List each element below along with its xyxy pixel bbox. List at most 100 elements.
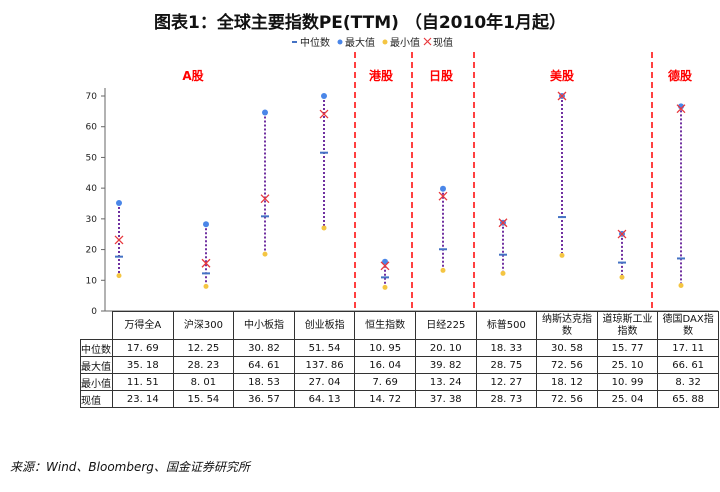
table-cell: 15. 54 xyxy=(172,390,235,408)
row-label: 最小值 xyxy=(80,373,113,391)
table-cell: 72. 56 xyxy=(536,356,598,374)
table-row: 最小值 11. 51 8. 01 18. 53 27. 04 7. 69 13. 24 12.… xyxy=(80,373,719,391)
min-point xyxy=(678,282,684,288)
current-point xyxy=(498,218,508,228)
category-label: 创业板指 xyxy=(293,311,356,340)
min-point xyxy=(440,267,446,273)
table-cell: 13. 24 xyxy=(414,373,477,391)
current-point xyxy=(617,229,627,239)
category-label: 日经225 xyxy=(414,311,477,340)
y-tick-label: 70 xyxy=(86,92,98,102)
group-label: 日股 xyxy=(429,68,454,83)
group-label: 美股 xyxy=(550,68,575,83)
table-cell: 20. 10 xyxy=(414,339,477,357)
table-cell: 64. 13 xyxy=(293,390,356,408)
table-cell: 12. 25 xyxy=(172,339,235,357)
y-tick-label: 50 xyxy=(86,153,98,163)
current-point xyxy=(260,194,270,204)
current-point xyxy=(201,258,211,268)
y-tick-label: 20 xyxy=(86,246,98,256)
group-label: A股 xyxy=(182,68,204,83)
table-cell: 16. 04 xyxy=(354,356,416,374)
current-point xyxy=(438,191,448,201)
category-label: 德国DAX指数 xyxy=(657,311,719,340)
legend-label: 现值 xyxy=(433,36,453,49)
legend-min-icon xyxy=(382,39,388,45)
current-point xyxy=(114,235,124,245)
max-point xyxy=(382,258,388,265)
legend-max-icon xyxy=(337,39,343,45)
min-point xyxy=(262,251,268,257)
table-row: 中位数 17. 69 12. 25 30. 82 51. 54 10. 95 20. 10 1… xyxy=(80,339,719,357)
table-cell: 28. 23 xyxy=(172,356,235,374)
table-cell: 35. 18 xyxy=(112,356,174,374)
category-label: 标普500 xyxy=(475,311,538,340)
table-row: 最大值 35. 18 28. 23 64. 61 137. 86 16. 04 39. 82… xyxy=(80,356,719,374)
category-label: 沪深300 xyxy=(172,311,235,340)
table-cell: 17. 11 xyxy=(657,339,719,357)
y-tick-label: 40 xyxy=(86,184,98,194)
min-point xyxy=(559,252,565,258)
min-point xyxy=(116,273,122,279)
chart-title: 图表1：全球主要指数PE(TTM) （自2010年1月起） xyxy=(153,13,566,33)
table-cell: 37. 38 xyxy=(414,390,477,408)
min-point xyxy=(382,284,388,290)
current-point xyxy=(557,91,567,101)
max-point xyxy=(116,199,122,206)
legend-label: 最大值 xyxy=(345,36,375,49)
table-cell: 18. 53 xyxy=(233,373,295,391)
min-point xyxy=(203,283,209,289)
table-row: 现值 23. 14 15. 54 36. 57 64. 13 14. 72 37. 38 28… xyxy=(80,390,719,408)
table-cell: 66. 61 xyxy=(657,356,719,374)
table-cell: 10. 99 xyxy=(596,373,659,391)
table-header-row: 万得全A 沪深300 中小板指 创业板指 恒生指数 日经225 标普500 纳斯达克指数 道琼斯… xyxy=(80,311,719,340)
table-cell: 28. 75 xyxy=(475,356,538,374)
category-label: 纳斯达克指数 xyxy=(536,311,598,340)
legend-label: 中位数 xyxy=(300,36,330,49)
table-cell: 30. 58 xyxy=(536,339,598,357)
legend-label: 最小值 xyxy=(390,36,420,49)
table-cell: 12. 27 xyxy=(475,373,538,391)
min-point xyxy=(500,270,506,276)
table-cell: 18. 33 xyxy=(475,339,538,357)
table-cell: 65. 88 xyxy=(657,390,719,408)
table-cell: 51. 54 xyxy=(293,339,356,357)
y-tick-label: 30 xyxy=(86,215,98,225)
current-point xyxy=(380,261,390,271)
data-table: 万得全A 沪深300 中小板指 创业板指 恒生指数 日经225 标普500 纳斯达克指数 道琼斯… xyxy=(80,311,719,408)
legend-current-icon xyxy=(423,37,432,46)
row-label: 现值 xyxy=(80,390,113,408)
table-cell: 17. 69 xyxy=(112,339,174,357)
max-point xyxy=(262,109,268,116)
table-cell: 39. 82 xyxy=(414,356,477,374)
table-cell: 30. 82 xyxy=(233,339,295,357)
table-cell: 11. 51 xyxy=(112,373,174,391)
group-label: 港股 xyxy=(369,68,394,83)
max-point xyxy=(203,221,209,228)
min-point xyxy=(321,225,327,231)
table-cell: 8. 32 xyxy=(657,373,719,391)
table-cell: 27. 04 xyxy=(293,373,356,391)
row-label: 最大值 xyxy=(80,356,113,374)
table-cell: 25. 04 xyxy=(596,390,659,408)
table-cell: 15. 77 xyxy=(596,339,659,357)
category-label: 万得全A xyxy=(112,311,174,340)
table-cell: 36. 57 xyxy=(233,390,295,408)
category-label: 道琼斯工业指数 xyxy=(596,311,659,340)
current-point xyxy=(676,104,686,114)
category-label: 中小板指 xyxy=(233,311,295,340)
category-label: 恒生指数 xyxy=(354,311,416,340)
table-cell: 25. 10 xyxy=(596,356,659,374)
source-note: 来源：Wind、Bloomberg、国金证券研究所 xyxy=(10,460,250,474)
table-cell: 72. 56 xyxy=(536,390,598,408)
table-cell: 8. 01 xyxy=(172,373,235,391)
min-point xyxy=(619,274,625,280)
max-point xyxy=(440,185,446,192)
table-cell: 10. 95 xyxy=(354,339,416,357)
table-cell: 18. 12 xyxy=(536,373,598,391)
table-cell: 23. 14 xyxy=(112,390,174,408)
max-point xyxy=(321,93,327,99)
table-cell: 64. 61 xyxy=(233,356,295,374)
